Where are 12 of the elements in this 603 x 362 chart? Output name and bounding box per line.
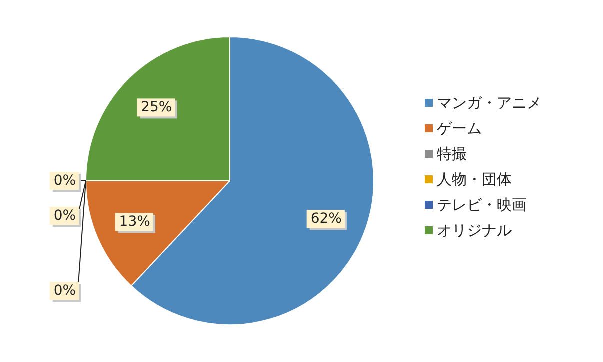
legend-label: 特撮: [437, 145, 467, 163]
legend-label: ゲーム: [437, 120, 482, 138]
text: 0%: [54, 173, 76, 189]
text: 0%: [54, 283, 76, 299]
data-label: 13%: [119, 214, 150, 230]
legend-label: テレビ・映画: [437, 196, 527, 214]
text: 0%: [54, 208, 76, 224]
legend-label: マンガ・アニメ: [437, 94, 542, 112]
data-label: 62%: [310, 211, 342, 228]
legend-label: オリジナル: [437, 222, 512, 240]
legend-label: 人物・団体: [437, 170, 512, 188]
data-label: 25%: [141, 100, 172, 116]
